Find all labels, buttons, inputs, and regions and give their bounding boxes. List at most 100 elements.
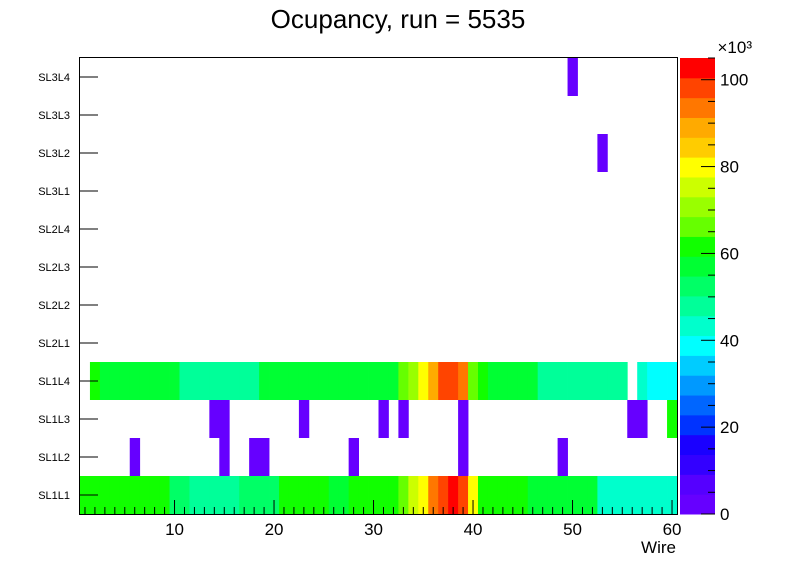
heatmap-cell — [597, 476, 608, 514]
heatmap-cell — [239, 476, 250, 514]
heatmap-cell — [557, 362, 568, 400]
colorbar-segment — [680, 137, 715, 158]
colorbar-tick-label: 20 — [720, 418, 739, 437]
heatmap-cell — [129, 476, 141, 514]
heatmap-cell — [497, 362, 509, 400]
heatmap-cell — [428, 476, 439, 514]
heatmap-cell — [308, 362, 320, 400]
colorbar-tick-label: 80 — [720, 158, 739, 177]
heatmap-cell — [637, 400, 648, 438]
heatmap-cell — [189, 362, 200, 400]
color-scale: 0 20 40 60 80 100 — [680, 57, 748, 524]
heatmap-cell — [398, 362, 409, 400]
heatmap-cell — [527, 362, 539, 400]
colorbar-tick-label: 100 — [720, 71, 748, 90]
heatmap-cell — [259, 476, 270, 514]
chart-title: Ocupancy, run = 5535 — [271, 4, 526, 34]
heatmap-cell — [607, 476, 618, 514]
colorbar-segment — [680, 236, 715, 257]
heatmap-cell — [99, 476, 111, 514]
heatmap-cell — [527, 476, 539, 514]
heatmap-cell — [298, 400, 310, 438]
y-category-label: SL2L1 — [38, 338, 70, 350]
heatmap-cell — [189, 476, 200, 514]
heatmap-cell — [418, 476, 429, 514]
heatmap-cell — [647, 476, 658, 514]
colorbar-segment — [680, 256, 715, 277]
y-axis: SL1L1 SL1L2 SL1L3 SL1L4 SL2L1 SL2L2 SL2L3 SL2L4… — [38, 72, 98, 502]
heatmap-cell — [298, 362, 310, 400]
heatmap-cell — [507, 362, 519, 400]
heatmap-cell — [249, 438, 260, 476]
heatmap-cell — [468, 476, 479, 514]
colorbar-segment — [680, 494, 715, 515]
heatmap-cell — [378, 362, 389, 400]
heatmap-cell — [109, 476, 121, 514]
colorbar-segment — [680, 315, 715, 337]
heatmap-cell — [667, 476, 678, 514]
heatmap-cell — [388, 476, 399, 514]
heatmap-cell — [458, 438, 469, 476]
x-tick-label: 10 — [165, 520, 184, 539]
heatmap-cell — [547, 476, 558, 514]
colorbar-segment — [680, 295, 715, 317]
colorbar-segment — [680, 216, 715, 237]
heatmap-cell — [328, 476, 340, 514]
heatmap-cell — [259, 438, 270, 476]
heatmap-cell — [209, 476, 220, 514]
heatmap-cell — [587, 362, 598, 400]
heatmap-cell — [487, 362, 499, 400]
heatmap-cell — [448, 476, 459, 514]
y-category-label: SL3L3 — [38, 110, 70, 122]
heatmap-cell — [348, 438, 359, 476]
heatmap-cell — [458, 476, 469, 514]
heatmap-cell — [338, 362, 350, 400]
heatmap-cell — [637, 362, 648, 400]
heatmap-cell — [627, 400, 638, 438]
heatmap-cell — [617, 362, 628, 400]
heatmap-cell — [438, 476, 449, 514]
heatmap-cell — [219, 400, 230, 438]
heatmap-cell — [567, 476, 578, 514]
colorbar-segment — [680, 395, 715, 416]
heatmap-cell — [169, 362, 180, 400]
heatmap-cell — [478, 476, 489, 514]
y-category-label: SL1L4 — [38, 376, 70, 388]
colorbar-segment — [680, 176, 715, 198]
heatmap-cell — [239, 362, 250, 400]
colorbar-tick-label: 0 — [720, 505, 729, 524]
heatmap-cell — [577, 362, 588, 400]
colorbar-segment — [680, 414, 715, 436]
heatmap-cell — [368, 362, 379, 400]
colorbar-segment — [680, 157, 715, 178]
colorbar-segment — [680, 117, 715, 138]
heatmap-cell — [637, 476, 648, 514]
heatmap-cell — [149, 476, 160, 514]
colorbar-tick-label: 40 — [720, 331, 739, 350]
heatmap-cell — [557, 476, 568, 514]
heatmap-cell — [269, 362, 280, 400]
heatmap-cell — [348, 476, 359, 514]
colorbar-segment — [680, 276, 715, 297]
colorbar-segment — [680, 375, 715, 396]
heatmap-cells — [80, 58, 678, 514]
heatmap-cell — [318, 362, 330, 400]
heatmap-cell — [408, 362, 419, 400]
heatmap-cell — [468, 362, 479, 400]
heatmap-cell — [249, 362, 260, 400]
heatmap-cell — [129, 438, 141, 476]
heatmap-cell — [537, 476, 549, 514]
heatmap-cell — [119, 476, 131, 514]
heatmap-cell — [458, 400, 469, 438]
heatmap-cell — [179, 362, 190, 400]
heatmap-cell — [647, 362, 658, 400]
heatmap-cell — [597, 134, 608, 172]
heatmap-cell — [667, 362, 678, 400]
colorbar-segment — [680, 335, 715, 356]
y-category-label: SL2L4 — [38, 224, 70, 236]
heatmap-cell — [458, 362, 469, 400]
x-axis-label: Wire — [641, 538, 676, 557]
heatmap-cell — [358, 476, 369, 514]
heatmap-cell — [657, 362, 668, 400]
